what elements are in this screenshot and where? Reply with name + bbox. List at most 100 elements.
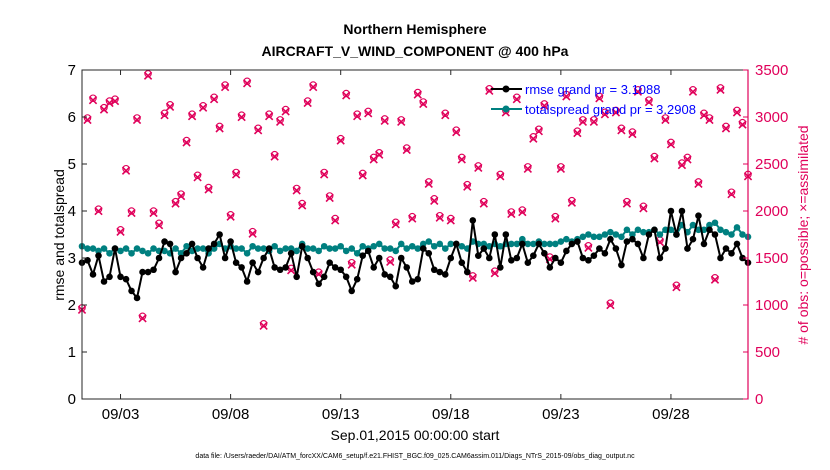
obs-assimilated-marker xyxy=(353,112,362,121)
rmse-point xyxy=(359,252,367,259)
obs-possible-marker xyxy=(138,312,147,321)
obs-assimilated-stroke xyxy=(248,229,257,238)
obs-possible-marker xyxy=(705,114,714,122)
y-tick-label-left: 6 xyxy=(68,109,76,126)
totalspread-point xyxy=(397,240,405,248)
obs-assimilated-stroke xyxy=(215,124,224,133)
obs-assimilated-stroke xyxy=(237,112,246,122)
totalspread-point xyxy=(194,245,201,252)
rmse-point xyxy=(678,207,686,215)
chart-title: Northern Hemisphere xyxy=(343,21,486,37)
obs-assimilated-marker xyxy=(309,82,318,92)
obs-assimilated-stroke xyxy=(176,191,186,201)
obs-assimilated-marker xyxy=(364,109,373,118)
y-axis-label-right: # of obs: o=possible; ×=assimilated xyxy=(795,125,811,344)
totalspread-point xyxy=(271,242,278,250)
obs-assimilated-marker xyxy=(710,275,720,284)
obs-possible-marker xyxy=(144,70,152,78)
obs-possible-marker xyxy=(226,211,235,219)
obs-assimilated-stroke xyxy=(292,186,301,195)
obs-possible-marker xyxy=(716,84,725,92)
rmse-point xyxy=(673,231,680,238)
obs-assimilated-stroke xyxy=(479,199,488,208)
y-tick-label-right: 3500 xyxy=(755,62,788,79)
obs-assimilated-stroke xyxy=(738,120,747,129)
obs-possible-marker xyxy=(221,81,229,89)
obs-assimilated-stroke xyxy=(154,221,164,230)
obs-assimilated-stroke xyxy=(661,115,670,125)
obs-assimilated-marker xyxy=(187,112,197,121)
y-tick-label-right: 2000 xyxy=(755,203,788,220)
obs-assimilated-stroke xyxy=(457,155,466,164)
obs-assimilated-marker xyxy=(419,99,428,109)
rmse-point xyxy=(309,268,317,276)
plot-area xyxy=(82,70,748,399)
obs-assimilated-stroke xyxy=(386,257,395,267)
obs-possible-marker xyxy=(419,98,428,106)
obs-assimilated-marker xyxy=(529,134,538,143)
x-tick-label: 09/28 xyxy=(652,406,690,423)
rmse-point xyxy=(260,254,267,262)
obs-possible-marker xyxy=(402,144,411,152)
totalspread-point xyxy=(304,245,311,252)
y-tick-label-right: 1500 xyxy=(755,250,788,267)
obs-assimilated-stroke xyxy=(220,82,230,92)
obs-assimilated-stroke xyxy=(413,90,422,99)
obs-possible-marker xyxy=(325,192,334,200)
obs-assimilated-stroke xyxy=(424,179,433,189)
rmse-point xyxy=(447,254,455,262)
obs-possible-marker xyxy=(364,107,372,116)
obs-assimilated-marker xyxy=(402,145,411,155)
obs-assimilated-stroke xyxy=(116,227,125,236)
rmse-point xyxy=(238,264,245,271)
obs-possible-marker xyxy=(557,163,565,171)
totalspread-point xyxy=(375,240,383,248)
obs-possible-marker xyxy=(408,212,416,221)
rmse-point xyxy=(348,287,356,295)
obs-assimilated-marker xyxy=(496,172,505,181)
obs-assimilated-stroke xyxy=(606,300,615,310)
totalspread-point xyxy=(95,247,102,255)
rmse-point xyxy=(590,252,598,259)
totalspread-point xyxy=(590,233,598,241)
rmse-point xyxy=(315,280,322,288)
obs-assimilated-marker xyxy=(413,90,422,99)
obs-assimilated-marker xyxy=(611,108,621,117)
rmse-point xyxy=(728,250,735,257)
obs-assimilated-marker xyxy=(474,163,483,173)
obs-assimilated-marker xyxy=(264,112,274,121)
totalspread-point xyxy=(128,250,135,257)
obs-assimilated-marker xyxy=(127,208,136,218)
obs-possible-marker xyxy=(573,127,582,135)
rmse-point xyxy=(689,235,697,243)
rmse-point xyxy=(106,273,113,281)
obs-possible-marker xyxy=(568,196,576,205)
obs-assimilated-stroke xyxy=(556,164,566,173)
totalspread-point xyxy=(172,245,179,252)
obs-assimilated-stroke xyxy=(639,204,648,213)
obs-assimilated-stroke xyxy=(551,214,560,223)
obs-possible-marker xyxy=(397,116,405,124)
obs-assimilated-marker xyxy=(132,115,142,125)
totalspread-point xyxy=(612,231,620,238)
rmse-point xyxy=(585,257,592,264)
rmse-point xyxy=(535,240,543,248)
obs-assimilated-stroke xyxy=(721,124,731,133)
obs-assimilated-stroke xyxy=(259,321,268,330)
rmse-point xyxy=(403,264,411,271)
totalspread-point xyxy=(458,242,466,250)
obs-possible-marker xyxy=(380,115,389,123)
obs-assimilated-marker xyxy=(154,221,164,230)
obs-possible-marker xyxy=(590,116,598,124)
totalspread-point xyxy=(100,245,108,252)
rmse-point xyxy=(623,238,631,245)
rmse-point xyxy=(381,271,389,278)
rmse-point xyxy=(684,245,691,252)
rmse-point xyxy=(722,245,730,252)
obs-assimilated-stroke xyxy=(242,79,252,88)
obs-assimilated-stroke xyxy=(716,85,725,95)
obs-assimilated-stroke xyxy=(110,96,120,106)
obs-possible-marker xyxy=(733,106,741,115)
obs-assimilated-marker xyxy=(721,124,731,133)
totalspread-point xyxy=(139,247,146,255)
